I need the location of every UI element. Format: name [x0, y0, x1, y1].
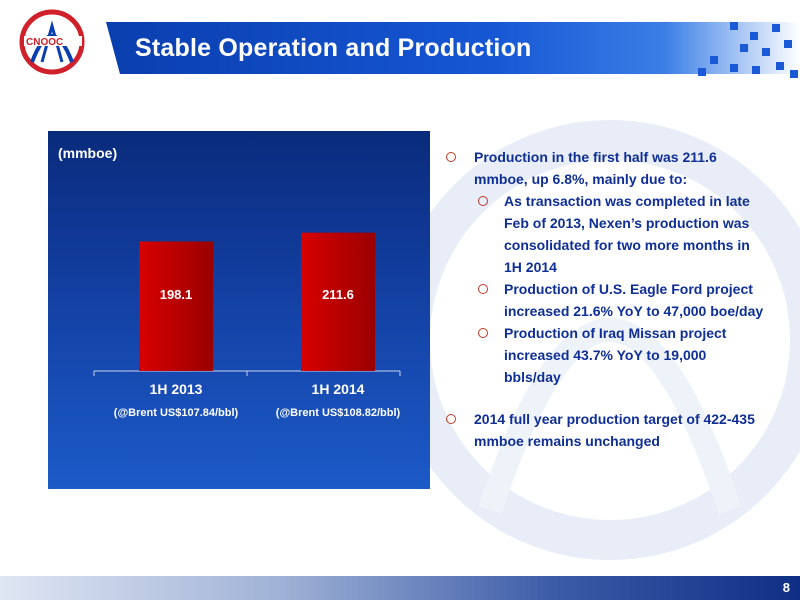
sub-bullet-item: As transaction was completed in late Feb…: [474, 190, 766, 278]
bullet-marker-icon: [446, 414, 456, 424]
bullet-marker-icon: [478, 284, 488, 294]
bullet-text: 2014 full year production target of 422-…: [474, 411, 755, 449]
bullet-marker-icon: [446, 152, 456, 162]
bar-value-label: 198.1: [160, 287, 193, 302]
x-tick-label: 1H 2014: [311, 381, 365, 397]
slide-header: CNOOC Stable Operation and Production: [0, 0, 800, 100]
bullet-marker-icon: [478, 328, 488, 338]
svg-text:CNOOC: CNOOC: [26, 37, 63, 48]
brent-price-label: (@Brent US$108.82/bbl): [275, 407, 401, 419]
x-tick-label: 1H 2013: [149, 381, 203, 397]
sub-bullet-item: Production of Iraq Missan project increa…: [474, 322, 766, 388]
bullet-item: Production in the first half was 211.6 m…: [446, 146, 766, 190]
bullet-item: 2014 full year production target of 422-…: [446, 408, 766, 452]
title-bar: [106, 22, 800, 74]
brent-price-label: (@Brent US$107.84/bbl): [113, 407, 239, 419]
sub-bullet-text: As transaction was completed in late Feb…: [504, 193, 750, 275]
production-chart: (mmboe) 198.1 211.6 1H 2013 1H 2014 (@Bre…: [48, 131, 430, 489]
sub-bullet-item: Production of U.S. Eagle Ford project in…: [474, 278, 766, 322]
bullet-text: Production in the first half was 211.6 m…: [474, 149, 717, 187]
slide-title: Stable Operation and Production: [135, 34, 532, 62]
bullet-list: Production in the first half was 211.6 m…: [446, 146, 766, 452]
chart-plot-area: 198.1 211.6: [93, 232, 401, 376]
sub-bullet-text: Production of U.S. Eagle Ford project in…: [504, 281, 764, 319]
cnooc-logo-icon: CNOOC: [19, 9, 85, 75]
slide-footer: 8: [0, 576, 800, 600]
pixel-decoration: [690, 22, 800, 78]
page-number: 8: [782, 580, 790, 595]
production-bar: [139, 241, 213, 371]
bar-value-label: 211.6: [322, 287, 354, 302]
bullet-marker-icon: [478, 196, 488, 206]
sub-bullet-text: Production of Iraq Missan project increa…: [504, 325, 727, 385]
production-bar: [301, 232, 375, 371]
chart-unit-label: (mmboe): [58, 145, 118, 161]
